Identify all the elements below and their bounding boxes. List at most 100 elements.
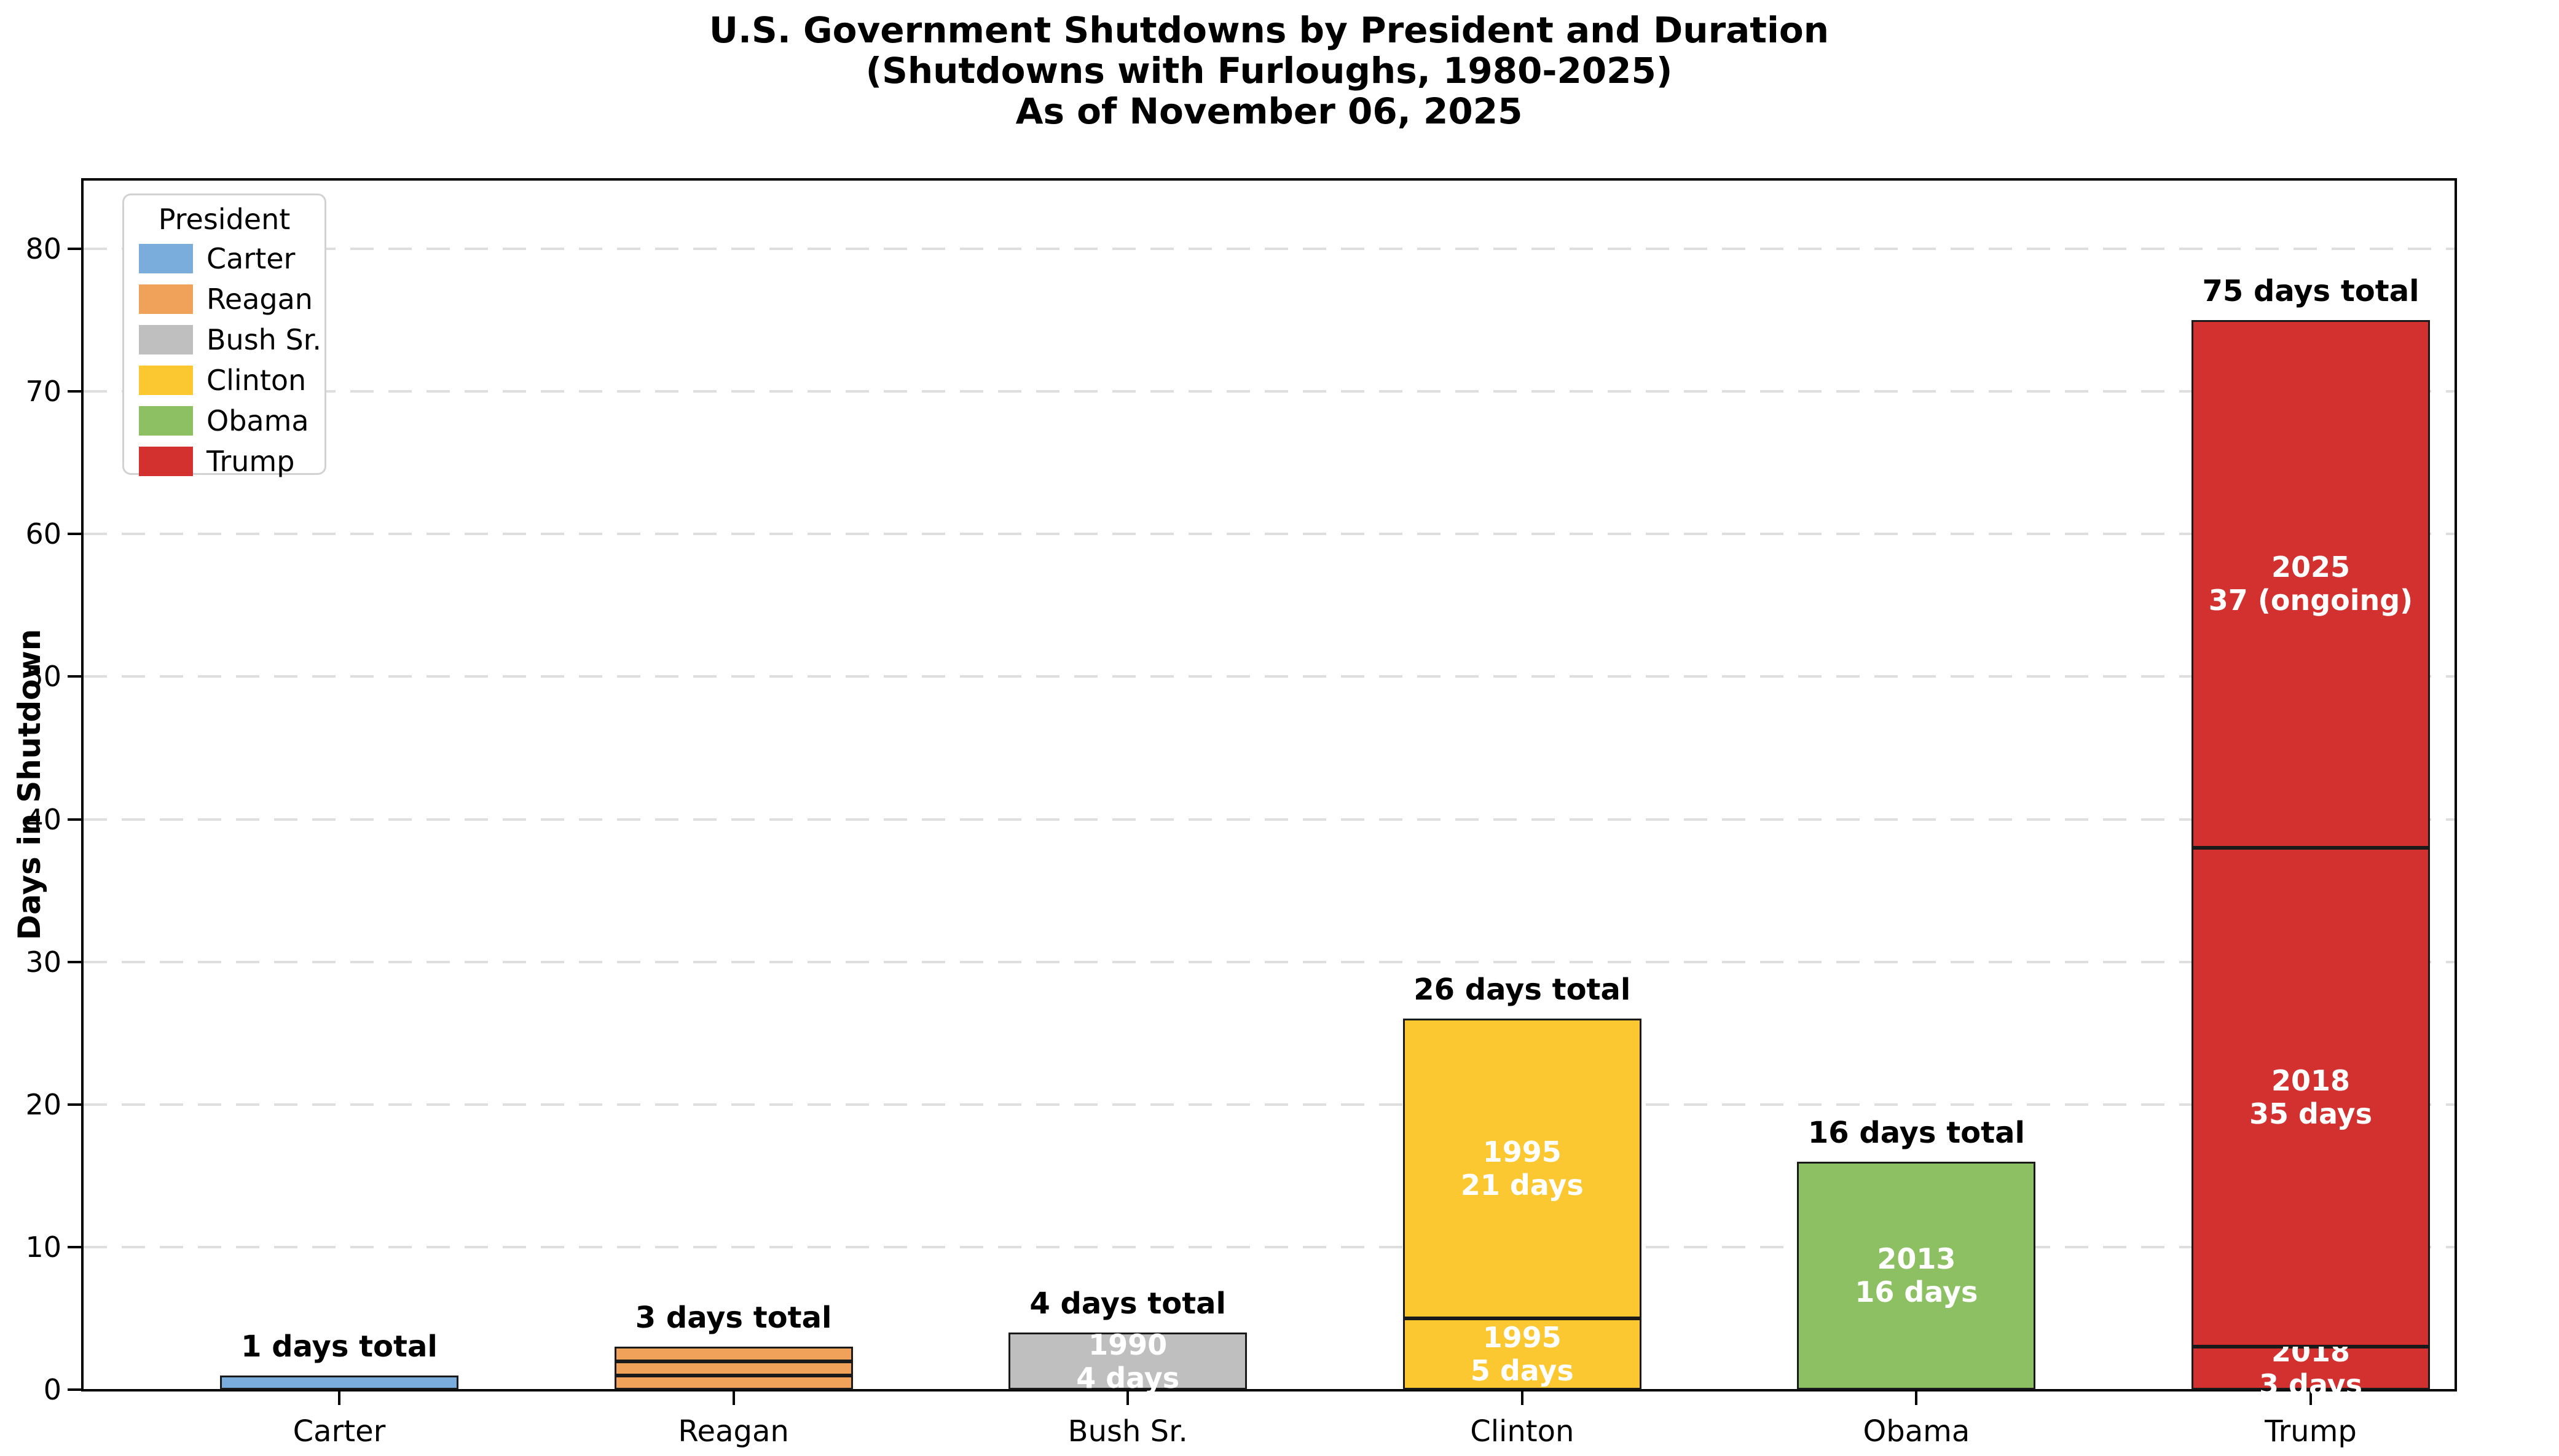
legend-item-trump: Trump	[124, 441, 324, 482]
x-tick-label-0: Carter	[293, 1414, 386, 1449]
bar-segment-label-line: 5 days	[1470, 1353, 1574, 1387]
y-tick-mark-50	[68, 675, 81, 678]
y-tick-label-40: 40	[25, 802, 61, 836]
bar-segment-label-line: 1995	[1482, 1135, 1562, 1169]
plot-area	[81, 178, 2457, 1391]
chart-title: U.S. Government Shutdowns by President a…	[81, 10, 2457, 131]
legend-item-label: Carter	[206, 242, 296, 275]
x-tick-mark-4	[1915, 1391, 1918, 1405]
y-tick-label-20: 20	[25, 1087, 61, 1121]
chart-title-line-1: U.S. Government Shutdowns by President a…	[709, 9, 1830, 51]
bar-segment-trump-0: 2018 3 days	[2191, 1335, 2430, 1401]
y-tick-mark-20	[68, 1103, 81, 1106]
bar-total-label: 4 days total	[1029, 1286, 1227, 1321]
y-tick-label-80: 80	[25, 232, 61, 265]
bar-segment-label-line: 2018	[2271, 1064, 2350, 1098]
bar-segment-label-line: 2025	[2271, 550, 2351, 584]
x-tick-mark-0	[338, 1391, 340, 1405]
bar-total-label: 1 days total	[241, 1329, 438, 1364]
legend-swatch	[139, 447, 193, 476]
x-tick-mark-2	[1126, 1391, 1130, 1405]
bar-segment-clinton-0: 1995 5 days	[1402, 1318, 1641, 1390]
bar-segment-reagan-0	[614, 1375, 853, 1390]
legend-item-label: Clinton	[206, 364, 307, 397]
x-tick-label-3: Clinton	[1470, 1414, 1574, 1449]
bar-segment-carter-0	[220, 1375, 458, 1390]
legend-item-reagan: Reagan	[124, 279, 324, 319]
bar-segment-label: 1990 4 days	[1076, 1328, 1179, 1395]
x-tick-label-5: Trump	[2265, 1414, 2357, 1449]
legend-swatch	[139, 406, 193, 436]
x-tick-mark-1	[732, 1391, 735, 1405]
legend-item-label: Bush Sr.	[206, 323, 321, 356]
y-tick-label-10: 10	[25, 1230, 61, 1264]
y-tick-label-60: 60	[25, 517, 61, 551]
legend-item-bushsr: Bush Sr.	[124, 319, 324, 360]
gridline-40	[84, 818, 2455, 821]
gridline-20	[84, 1103, 2455, 1106]
legend-item-label: Obama	[206, 404, 309, 437]
gridline-60	[84, 533, 2455, 536]
gridline-80	[84, 248, 2455, 250]
y-tick-mark-40	[68, 818, 81, 821]
y-tick-mark-30	[68, 960, 81, 963]
y-tick-label-0: 0	[43, 1373, 61, 1406]
y-tick-label-50: 50	[25, 660, 61, 694]
bar-total-label: 26 days total	[1413, 973, 1631, 1008]
bar-total-label: 3 days total	[635, 1301, 832, 1336]
legend-swatch	[139, 325, 193, 354]
x-tick-mark-3	[1520, 1391, 1523, 1405]
chart-title-line-2: (Shutdowns with Furloughs, 1980-2025)	[865, 50, 1673, 92]
bar-segment-trump-1: 2018 35 days	[2191, 847, 2430, 1347]
x-tick-label-1: Reagan	[678, 1414, 789, 1449]
bar-total-label: 75 days total	[2202, 274, 2419, 309]
bar-segment-reagan-1	[614, 1361, 853, 1376]
bar-segment-label: 2013 16 days	[1855, 1242, 1978, 1309]
legend-item-obama: Obama	[124, 401, 324, 441]
bar-segment-trump-2: 2025 37 (ongoing)	[2191, 320, 2430, 848]
bar-segment-bushsr-0: 1990 4 days	[1008, 1328, 1248, 1395]
bar-segment-label-line: 21 days	[1460, 1168, 1584, 1202]
bar-segment-label: 2018 35 days	[2249, 1064, 2372, 1130]
x-tick-label-2: Bush Sr.	[1067, 1414, 1188, 1449]
legend-item-carter: Carter	[124, 238, 324, 279]
x-tick-label-4: Obama	[1863, 1414, 1970, 1449]
gridline-10	[84, 1245, 2455, 1248]
legend-swatch	[139, 284, 193, 314]
x-tick-mark-5	[2309, 1391, 2312, 1405]
bar-segment-label-line: 16 days	[1855, 1275, 1978, 1309]
legend-item-clinton: Clinton	[124, 360, 324, 401]
gridline-70	[84, 390, 2455, 393]
y-tick-mark-80	[68, 248, 81, 250]
bar-segment-label-line: 1990	[1088, 1328, 1168, 1361]
bar-segment-label: 2025 37 (ongoing)	[2209, 550, 2413, 617]
bar-total-label: 16 days total	[1807, 1115, 2025, 1150]
gridline-30	[84, 960, 2455, 963]
y-tick-label-30: 30	[25, 945, 61, 979]
legend-item-label: Reagan	[206, 283, 313, 316]
y-tick-mark-0	[68, 1388, 81, 1391]
bar-segment-label-line: 2013	[1877, 1242, 1956, 1276]
legend-title: President	[158, 203, 291, 236]
bar-segment-clinton-1: 1995 21 days	[1402, 1019, 1641, 1318]
bar-segment-label: 1995 21 days	[1461, 1135, 1584, 1202]
bar-segment-label-line: 37 (ongoing)	[2208, 584, 2413, 617]
legend: President Carter Reagan Bush Sr. Clinton Oba…	[122, 194, 326, 478]
y-tick-mark-70	[68, 390, 81, 393]
bar-segment-obama-0: 2013 16 days	[1797, 1161, 2036, 1390]
bar-segment-label-line: 35 days	[2249, 1097, 2372, 1131]
bar-segment-label-line: 3 days	[2259, 1368, 2362, 1402]
bar-segment-label-line: 1995	[1482, 1320, 1562, 1354]
legend-item-label: Trump	[206, 445, 295, 478]
bar-segment-label: 1995 5 days	[1471, 1321, 1574, 1387]
legend-swatch	[139, 366, 193, 395]
y-tick-mark-60	[68, 533, 81, 536]
y-tick-mark-10	[68, 1245, 81, 1248]
gridline-50	[84, 675, 2455, 678]
chart-title-line-3: As of November 06, 2025	[1015, 90, 1523, 132]
y-tick-label-70: 70	[25, 375, 61, 409]
bar-segment-label-line: 4 days	[1076, 1361, 1180, 1395]
bar-segment-reagan-2	[614, 1347, 853, 1361]
legend-swatch	[139, 244, 193, 273]
